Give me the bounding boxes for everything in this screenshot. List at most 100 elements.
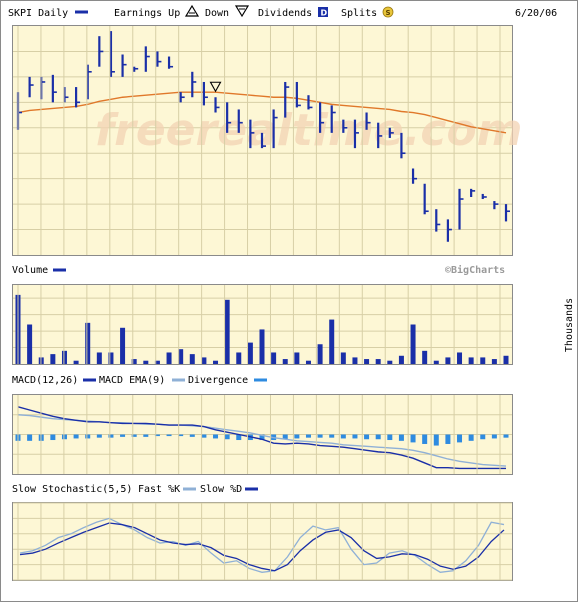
divergence-bar: [96, 434, 102, 438]
volume-bar: [422, 350, 428, 364]
divergence-bar: [143, 434, 149, 437]
divergence-bar: [189, 434, 195, 437]
divergence-bar: [305, 434, 311, 438]
volume-bar: [329, 319, 335, 364]
watermark: freerealtime.com: [95, 105, 523, 156]
divergence-bar: [445, 434, 451, 444]
volume-bar: [317, 344, 323, 364]
divergence-bar: [410, 434, 416, 443]
volume-bar: [189, 354, 195, 364]
earnings-down-marker: [209, 81, 222, 93]
volume-bar: [375, 359, 381, 364]
fast-k-line: [19, 517, 505, 573]
divergence-bar: [61, 434, 67, 440]
divergence-bar: [73, 434, 79, 439]
stochastic-label: Slow Stochastic(5,5): [12, 484, 132, 495]
divergence-bar: [201, 434, 207, 438]
divergence-bar: [154, 434, 160, 437]
macd-label: MACD(12,26): [12, 375, 78, 386]
volume-bar: [445, 357, 451, 364]
volume-bar: [491, 359, 497, 364]
volume-bar: [73, 360, 79, 364]
divergence-bar: [387, 434, 393, 441]
volume-bar: [96, 352, 102, 364]
moving-average-line: [17, 91, 507, 134]
earnings-up-label: Earnings Up: [114, 8, 180, 19]
volume-bar: [410, 324, 416, 364]
divergence-bar: [503, 434, 509, 438]
volume-bar: [85, 322, 91, 364]
divergence-series: [15, 434, 509, 446]
divergence-bar: [375, 434, 381, 440]
volume-series: [15, 294, 509, 364]
divergence-bar: [213, 434, 219, 439]
divergence-bar: [480, 434, 486, 440]
divergence-bar: [398, 434, 404, 441]
divergence-bar: [50, 434, 56, 441]
divergence-bar: [236, 434, 242, 441]
moving-average-series: [17, 91, 507, 134]
divergence-bar: [178, 434, 184, 437]
volume-bar: [236, 352, 242, 364]
divergence-label: Divergence: [188, 375, 248, 386]
volume-bar: [247, 342, 253, 364]
volume-bar: [340, 352, 346, 364]
volume-bar: [27, 324, 33, 364]
volume-bar: [224, 299, 230, 364]
volume-bar: [154, 360, 160, 364]
divergence-bar: [85, 434, 91, 439]
stochastic-panel: [12, 502, 513, 581]
macd-series: [17, 406, 507, 470]
volume-bar: [50, 354, 56, 364]
divergence-bar: [282, 434, 288, 440]
volume-bar: [352, 357, 358, 364]
volume-bar: [213, 360, 219, 364]
splits-label: Splits: [341, 8, 377, 19]
divergence-bar: [468, 434, 474, 441]
volume-bar: [61, 350, 67, 364]
splits-icon: [382, 6, 394, 18]
divergence-bar: [27, 434, 33, 441]
svg-text:S: S: [386, 9, 391, 17]
divergence-bar: [294, 434, 300, 439]
divergence-bar: [108, 434, 114, 438]
volume-bar: [143, 360, 149, 364]
divergence-bar: [317, 434, 323, 438]
volume-bar: [294, 352, 300, 364]
copyright: ©BigCharts: [445, 264, 505, 276]
date-axis: [17, 26, 501, 580]
volume-bar: [201, 357, 207, 364]
divergence-bar: [131, 434, 137, 437]
volume-bar: [305, 360, 311, 364]
volume-axis-unit: Thousands: [564, 298, 575, 352]
slow-d-label: Slow %D: [200, 484, 242, 495]
volume-bar: [271, 352, 277, 364]
earnings-down-icon: [234, 5, 250, 18]
earnings-annotation: [209, 81, 222, 93]
divergence-bar: [166, 434, 172, 437]
volume-bar: [166, 352, 172, 364]
ticker-label: SKPI Daily: [8, 8, 68, 19]
slow-d-line: [19, 522, 505, 572]
volume-bar: [480, 357, 486, 364]
volume-bar: [457, 352, 463, 364]
divergence-bar: [340, 434, 346, 439]
stochastic-series: [19, 517, 505, 573]
divergence-bar: [352, 434, 358, 439]
volume-bar: [468, 357, 474, 364]
macd-line: [17, 406, 506, 470]
volume-bar: [120, 327, 126, 364]
divergence-bar: [224, 434, 230, 440]
macd-ema-label: MACD EMA(9): [99, 375, 165, 386]
divergence-bar: [329, 434, 335, 438]
volume-bar: [108, 352, 114, 364]
volume-bar: [178, 349, 184, 364]
chart-date: 6/20/06: [515, 8, 557, 19]
divergence-bar: [120, 434, 126, 437]
volume-bar: [398, 355, 404, 364]
volume-bar: [433, 360, 439, 364]
volume-label: Volume: [12, 265, 48, 276]
fast-k-label: Fast %K: [138, 484, 180, 495]
volume-bar: [131, 359, 137, 364]
